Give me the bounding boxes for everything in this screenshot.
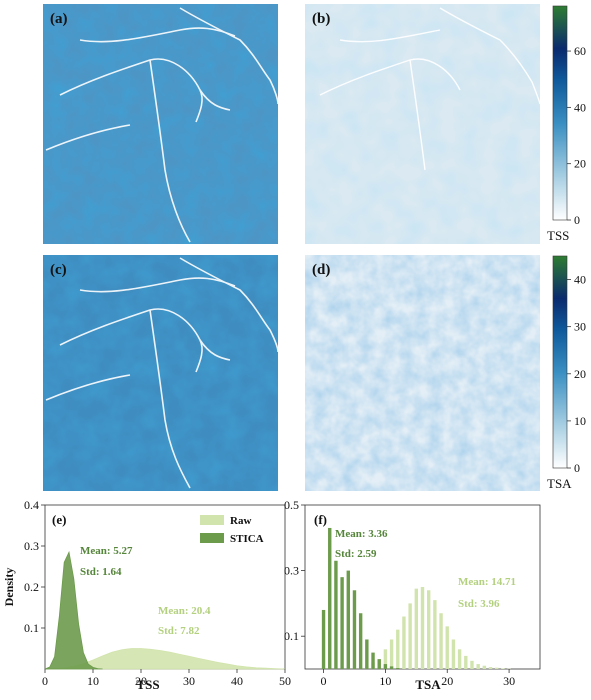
hist-bar-raw [488, 667, 493, 669]
hist-bar-stica [358, 613, 363, 669]
colorbar-tick-label: 0 [574, 461, 580, 475]
hist-bar-raw [451, 639, 456, 669]
colorbar-tick-label: 40 [574, 273, 586, 287]
hist-bar-stica [389, 666, 394, 669]
hist-bar-stica [346, 570, 350, 669]
colorbar-tick-label: 20 [574, 157, 586, 171]
panel-label-d: (d) [312, 262, 330, 278]
colorbar-label-tsa: TSA [547, 476, 572, 491]
hist-bar-stica [377, 659, 381, 669]
hist-bar-raw [476, 664, 480, 669]
y-tick-label: 0.3 [24, 539, 39, 553]
hist-bar-raw [457, 649, 462, 669]
annotation-stica-std-f: Std: 2.59 [335, 548, 377, 560]
map-panel-b: (b) [305, 4, 541, 244]
annotation-raw-mean-f: Mean: 14.71 [458, 576, 516, 588]
legend-swatch-raw [200, 515, 224, 525]
hist-bar-stica [328, 527, 332, 669]
y-tick-label: 0.4 [24, 498, 39, 512]
hist-bar-raw [426, 590, 431, 669]
river-network [319, 7, 541, 171]
hist-bar-raw [433, 600, 437, 669]
annotation-raw-std-e: Std: 7.82 [158, 625, 200, 637]
map-panel-c: (c) [43, 255, 279, 491]
map-panel-a: (a) [43, 4, 279, 244]
x-tick-label: 10 [379, 674, 391, 688]
hist-bar-raw [439, 613, 443, 669]
colorbar-tick-label: 60 [574, 44, 586, 58]
y-tick-label: 0.2 [24, 580, 39, 594]
hist-bar-raw [464, 655, 468, 669]
colorbar-tick-label: 0 [574, 213, 580, 227]
hist-bar-raw [396, 629, 400, 669]
hist-bar-raw [414, 588, 419, 669]
hist-bar-raw [470, 660, 474, 669]
panel-label-f: (f) [314, 512, 327, 527]
hist-bar-raw [445, 626, 449, 669]
river-network [45, 257, 279, 489]
colorbar-tick-label: 20 [574, 367, 586, 381]
chart-e-ylabel: Density [2, 568, 16, 607]
y-tick-label: 0.5 [284, 498, 299, 512]
hist-bar-stica [396, 668, 400, 669]
y-tick-label: 0.1 [284, 629, 299, 643]
hist-bar-raw [383, 649, 388, 669]
chart-f: 0 10 20 30 0.1 0.3 0.5 (f) TSA Mean: 3.36 Std:… [284, 498, 541, 692]
legend-label-raw: Raw [230, 515, 251, 527]
hist-bar-stica [352, 590, 357, 669]
hist-bar-stica [334, 560, 338, 669]
panel-label-a: (a) [50, 11, 68, 27]
hist-bar-raw [495, 667, 499, 669]
chart-e: 0 10 20 30 40 500.10.20.30.4 (e) TSS Density … [2, 498, 291, 692]
panel-label-c: (c) [50, 262, 67, 278]
density-area-stica [44, 550, 103, 670]
hist-bar-raw [408, 603, 412, 669]
chart-e-xlabel: TSS [136, 677, 159, 692]
colorbar-tick-label: 30 [574, 320, 586, 334]
hist-bar-raw [501, 668, 505, 669]
legend-label-stica: STICA [230, 533, 264, 545]
annotation-stica-std-e: Std: 1.64 [80, 566, 122, 578]
panel-label-e: (e) [52, 512, 66, 527]
map-panel-d: (d) [305, 255, 540, 491]
x-tick-label: 30 [503, 674, 515, 688]
x-tick-label: 30 [183, 674, 195, 688]
x-tick-label: 50 [279, 674, 291, 688]
x-tick-label: 10 [87, 674, 99, 688]
legend-swatch-stica [200, 533, 224, 543]
annotation-raw-std-f: Std: 3.96 [458, 598, 500, 610]
annotation-raw-mean-e: Mean: 20.4 [158, 605, 211, 617]
colorbar-tick-label: 40 [574, 100, 586, 114]
y-tick-label: 0.1 [24, 621, 39, 635]
x-tick-label: 0 [42, 674, 48, 688]
river-network [45, 7, 279, 243]
x-tick-label: 0 [321, 674, 327, 688]
hist-bar-raw [420, 587, 425, 669]
y-tick-label: 0.3 [284, 564, 299, 578]
hist-bar-raw [482, 665, 487, 669]
hist-bar-raw [402, 616, 406, 669]
hist-bar-stica [371, 652, 375, 669]
annotation-stica-mean-f: Mean: 3.36 [335, 528, 388, 540]
panel-label-b: (b) [312, 11, 330, 27]
chart-e-legend: Raw STICA [200, 515, 264, 545]
chart-f-xlabel: TSA [415, 677, 441, 692]
x-tick-label: 40 [231, 674, 243, 688]
hist-bar-stica [321, 609, 326, 669]
hist-bar-raw [389, 639, 394, 669]
hist-bar-stica [340, 577, 344, 669]
x-tick-label: 20 [135, 674, 147, 688]
hist-bar-stica [365, 639, 369, 669]
annotation-stica-mean-e: Mean: 5.27 [80, 545, 133, 557]
hist-bar-stica [383, 664, 388, 669]
colorbar-tsa: 0 10 20 30 40 TSA [547, 255, 586, 491]
colorbar-tick-label: 10 [574, 414, 586, 428]
x-tick-label: 20 [441, 674, 453, 688]
colorbar-tss: 0 20 40 60 TSS [547, 5, 586, 243]
colorbar-label-tss: TSS [547, 228, 569, 243]
